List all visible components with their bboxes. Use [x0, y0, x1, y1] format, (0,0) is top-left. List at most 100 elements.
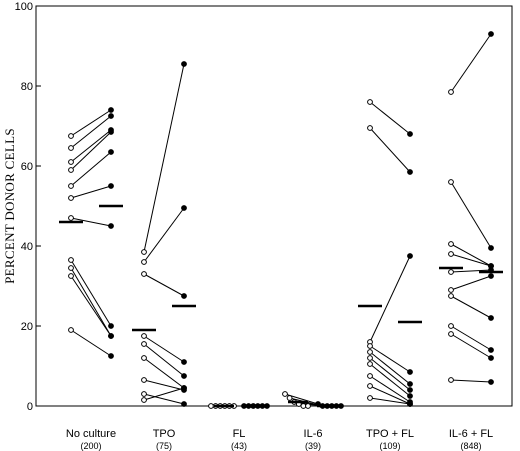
filled-point [407, 381, 413, 387]
pair-line [70, 129, 112, 163]
pair-line [450, 243, 492, 267]
x-category-count: (43) [231, 441, 247, 451]
y-tick-label: 60 [21, 161, 33, 173]
open-point [448, 293, 454, 299]
open-point [448, 251, 454, 257]
filled-point [108, 113, 114, 119]
plot-frame [35, 5, 513, 407]
x-category-count: (39) [305, 441, 321, 451]
open-point [208, 403, 214, 409]
pair-line [369, 397, 411, 405]
open-point [367, 395, 373, 401]
open-point [448, 89, 454, 95]
open-point [448, 323, 454, 329]
filled-point [181, 401, 187, 407]
open-point [367, 349, 373, 355]
filled-point [488, 315, 494, 321]
pair-line [450, 325, 492, 351]
y-tick-label: 100 [15, 1, 33, 13]
y-tick-label: 20 [21, 321, 33, 333]
x-category-count: (200) [80, 441, 101, 451]
open-point [141, 259, 147, 265]
filled-point [407, 131, 413, 137]
pair-line [369, 127, 411, 173]
open-point [141, 397, 147, 403]
open-point [68, 195, 74, 201]
open-point [141, 249, 147, 255]
pair-line [369, 351, 411, 385]
open-point [68, 215, 74, 221]
pair-line [143, 357, 185, 389]
filled-point [407, 387, 413, 393]
filled-point [181, 61, 187, 67]
group-il-6-fl [439, 31, 503, 385]
open-point [68, 183, 74, 189]
filled-point [407, 369, 413, 375]
filled-point [407, 169, 413, 175]
open-point [282, 391, 288, 397]
pair-line [369, 357, 411, 391]
filled-point [488, 355, 494, 361]
open-point [448, 179, 454, 185]
pair-line [70, 151, 112, 187]
pair-line [143, 335, 185, 363]
filled-point [108, 323, 114, 329]
x-category-label: TPO + FL [366, 428, 414, 440]
open-point [305, 403, 311, 409]
group-il-6 [282, 391, 344, 409]
filled-point [108, 149, 114, 155]
open-point [141, 391, 147, 397]
filled-point [407, 401, 413, 407]
open-point [68, 273, 74, 279]
y-axis: 0 20 40 60 80 100 [15, 1, 41, 413]
x-category-count: (75) [156, 441, 172, 451]
open-point [68, 327, 74, 333]
pair-line [143, 207, 185, 263]
pair-line [70, 267, 112, 337]
pair-line [70, 115, 112, 149]
open-point [68, 145, 74, 151]
pair-line [369, 385, 411, 405]
x-category-count: (109) [379, 441, 400, 451]
open-point [141, 377, 147, 383]
x-category-count: (848) [460, 441, 481, 451]
filled-point [488, 31, 494, 37]
pair-line [450, 253, 492, 267]
pair-line [70, 185, 112, 199]
filled-point [488, 245, 494, 251]
open-point [367, 383, 373, 389]
filled-point [488, 347, 494, 353]
x-category-label: TPO [153, 428, 176, 440]
pair-line [143, 343, 185, 377]
group-tpo-fl [358, 99, 422, 407]
pair-line [70, 131, 112, 171]
pair-line [450, 181, 492, 249]
pair-line [369, 375, 411, 403]
filled-point [488, 379, 494, 385]
filled-point [108, 129, 114, 135]
pair-line [450, 333, 492, 359]
open-point [367, 361, 373, 367]
x-axis-labels: No culture(200) TPO(75) FL(43) IL-6(39) TPO … [66, 428, 493, 451]
pair-line [70, 109, 112, 137]
filled-point [108, 183, 114, 189]
open-point [367, 355, 373, 361]
filled-point [108, 107, 114, 113]
filled-point [108, 223, 114, 229]
open-point [448, 269, 454, 275]
open-point [141, 271, 147, 277]
y-tick-label: 0 [27, 401, 33, 413]
open-point [141, 341, 147, 347]
pair-line [450, 379, 492, 383]
pair-line [450, 275, 492, 291]
pair-line [70, 329, 112, 357]
x-category-label: No culture [66, 428, 116, 440]
pair-line [143, 273, 185, 297]
pair-line [369, 255, 411, 343]
filled-point [181, 373, 187, 379]
data-marks [59, 31, 503, 409]
x-category-label: IL-6 [304, 428, 323, 440]
pair-line [450, 269, 492, 273]
pair-line [70, 217, 112, 227]
open-point [286, 395, 293, 401]
